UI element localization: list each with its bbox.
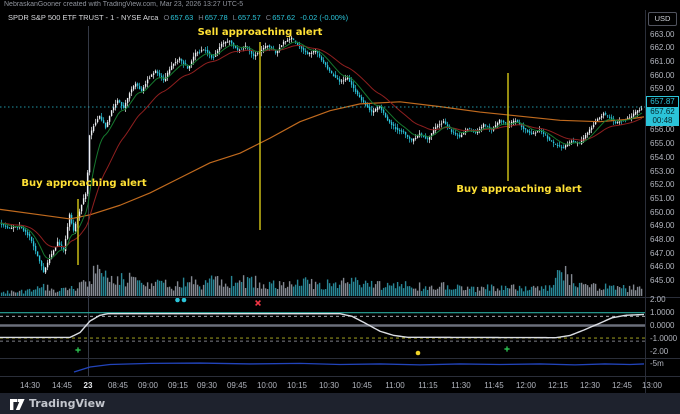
time-axis-label: 23 — [83, 381, 93, 390]
symbol-info-bar[interactable]: SPDR S&P 500 ETF TRUST - 1 - NYSE Arca O… — [8, 13, 348, 22]
price-axis-label: 647.00 — [650, 248, 675, 258]
time-axis-label: 10:30 — [318, 381, 340, 390]
indicator-axis-label: -1.0000 — [650, 333, 678, 343]
price-axis-label: 650.00 — [650, 207, 675, 217]
price-axis-label: 649.00 — [650, 221, 675, 231]
indicator-axis-label: 1.0000 — [650, 308, 675, 318]
bottom-pane-axis-label: -5m — [650, 359, 664, 368]
annotation-buy-alert-2[interactable]: Buy approaching alert — [456, 184, 582, 195]
time-axis-label: 12:00 — [515, 381, 537, 390]
ohlc-open: O 657.63 — [163, 13, 194, 22]
tradingview-wordmark[interactable]: TradingView — [29, 397, 106, 410]
time-axis-label: 14:30 — [19, 381, 41, 390]
price-axis-label: 655.00 — [650, 139, 675, 149]
time-axis-label: 08:45 — [107, 381, 129, 390]
price-axis-label: 656.00 — [650, 125, 675, 135]
attribution-text: NebraskanGooner created with TradingView… — [4, 1, 244, 8]
time-axis-label: 11:15 — [418, 381, 438, 390]
time-axis-label: 11:00 — [385, 381, 405, 390]
time-axis-label: 11:30 — [451, 381, 471, 390]
price-axis-label: 660.00 — [650, 70, 675, 80]
price-axis-label: 651.00 — [650, 193, 675, 203]
price-axis-label: 659.00 — [650, 84, 675, 94]
symbol-title: SPDR S&P 500 ETF TRUST - 1 - NYSE Arca — [8, 13, 159, 22]
time-axis-label: 11:45 — [484, 381, 504, 390]
indicator-axis-label: 0.0000 — [650, 321, 675, 330]
time-axis-label: 12:45 — [611, 381, 633, 390]
ohlc-low: L 657.57 — [232, 13, 261, 22]
price-axis-label: 653.00 — [650, 166, 675, 176]
last-price-value: 657.62 — [650, 107, 675, 116]
time-axis-label: 09:00 — [137, 381, 159, 390]
price-axis-label: 661.00 — [650, 56, 675, 66]
price-axis-label: 646.00 — [650, 262, 675, 272]
price-axis-label: 663.00 — [650, 29, 675, 39]
price-axis-label: 662.00 — [650, 43, 675, 53]
ohlc-close: C 657.62 — [265, 13, 296, 22]
time-axis-label: 13:00 — [641, 381, 663, 390]
price-change: -0.02 (-0.00%) — [300, 13, 349, 22]
footer-bar: TradingView — [0, 393, 680, 414]
annotation-buy-alert-1[interactable]: Buy approaching alert — [21, 178, 147, 189]
price-axis-label: 654.00 — [650, 152, 675, 162]
time-axis-label: 10:45 — [351, 381, 373, 390]
price-axis-label: 645.00 — [650, 276, 675, 286]
last-price-label: 657.62 00:48 — [646, 107, 679, 126]
time-axis-label: 09:30 — [196, 381, 218, 390]
currency-badge[interactable]: USD — [648, 12, 677, 26]
time-axis-label: 14:45 — [51, 381, 73, 390]
price-axis-label: 652.00 — [650, 180, 675, 190]
ohlc-high: H 657.78 — [198, 13, 228, 22]
time-axis-label: 12:30 — [579, 381, 601, 390]
time-axis-label: 10:00 — [256, 381, 278, 390]
tradingview-logo-icon[interactable] — [10, 398, 25, 414]
indicator-axis-label: 2.00 — [650, 295, 666, 305]
indicator-axis-label: -2.00 — [650, 346, 669, 356]
time-axis-label: 10:15 — [286, 381, 308, 390]
annotation-sell-alert[interactable]: Sell approaching alert — [197, 27, 323, 38]
time-axis-label: 12:15 — [547, 381, 569, 390]
price-axis-label: 648.00 — [650, 235, 675, 244]
bar-countdown: 00:48 — [652, 115, 673, 125]
time-axis-label: 09:45 — [226, 381, 248, 390]
time-axis-label: 09:15 — [167, 381, 189, 390]
